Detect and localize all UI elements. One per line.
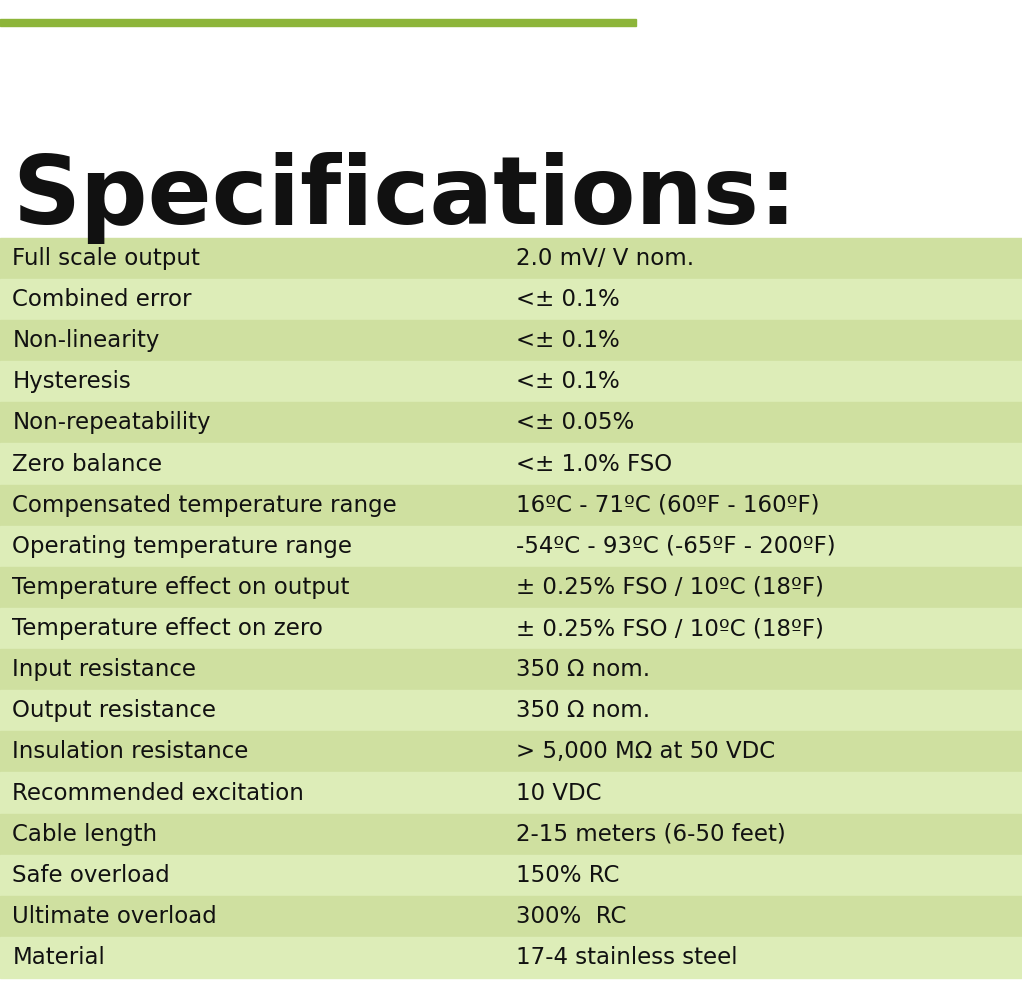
Text: Non-repeatability: Non-repeatability xyxy=(12,412,211,434)
Text: Non-linearity: Non-linearity xyxy=(12,329,159,352)
Bar xyxy=(0,361,1022,402)
Text: Insulation resistance: Insulation resistance xyxy=(12,740,248,764)
Text: Temperature effect on output: Temperature effect on output xyxy=(12,576,350,599)
Bar xyxy=(0,937,1022,978)
Text: 350 Ω nom.: 350 Ω nom. xyxy=(516,659,650,681)
Bar xyxy=(0,19,636,26)
Text: <± 0.05%: <± 0.05% xyxy=(516,412,635,434)
Bar xyxy=(0,896,1022,937)
Text: Full scale output: Full scale output xyxy=(12,247,200,270)
Text: Ultimate overload: Ultimate overload xyxy=(12,905,217,928)
Text: -54ºC - 93ºC (-65ºF - 200ºF): -54ºC - 93ºC (-65ºF - 200ºF) xyxy=(516,535,836,557)
Text: Material: Material xyxy=(12,946,105,969)
Text: Operating temperature range: Operating temperature range xyxy=(12,535,353,557)
Bar xyxy=(0,238,1022,279)
Text: Specifications:: Specifications: xyxy=(12,152,797,245)
Bar xyxy=(0,814,1022,854)
Text: ± 0.25% FSO / 10ºC (18ºF): ± 0.25% FSO / 10ºC (18ºF) xyxy=(516,617,824,640)
Bar xyxy=(0,402,1022,443)
Text: > 5,000 MΩ at 50 VDC: > 5,000 MΩ at 50 VDC xyxy=(516,740,776,764)
Text: 150% RC: 150% RC xyxy=(516,864,619,887)
Text: 17-4 stainless steel: 17-4 stainless steel xyxy=(516,946,738,969)
Text: Cable length: Cable length xyxy=(12,823,157,845)
Text: ± 0.25% FSO / 10ºC (18ºF): ± 0.25% FSO / 10ºC (18ºF) xyxy=(516,576,824,599)
Text: <± 1.0% FSO: <± 1.0% FSO xyxy=(516,452,672,476)
Text: Hysteresis: Hysteresis xyxy=(12,371,131,393)
Bar xyxy=(0,485,1022,526)
Text: Combined error: Combined error xyxy=(12,288,192,311)
Bar xyxy=(0,649,1022,690)
Bar xyxy=(0,607,1022,649)
Text: Compensated temperature range: Compensated temperature range xyxy=(12,493,397,517)
Text: Recommended excitation: Recommended excitation xyxy=(12,781,305,804)
Bar xyxy=(0,690,1022,731)
Text: <± 0.1%: <± 0.1% xyxy=(516,329,620,352)
Bar xyxy=(0,731,1022,773)
Text: Safe overload: Safe overload xyxy=(12,864,170,887)
Bar xyxy=(0,279,1022,320)
Text: <± 0.1%: <± 0.1% xyxy=(516,371,620,393)
Text: 2-15 meters (6-50 feet): 2-15 meters (6-50 feet) xyxy=(516,823,786,845)
Bar xyxy=(0,855,1022,896)
Bar xyxy=(0,320,1022,361)
Text: 350 Ω nom.: 350 Ω nom. xyxy=(516,699,650,723)
Bar xyxy=(0,526,1022,567)
Text: Temperature effect on zero: Temperature effect on zero xyxy=(12,617,323,640)
Text: Output resistance: Output resistance xyxy=(12,699,217,723)
Text: Zero balance: Zero balance xyxy=(12,452,162,476)
Text: 16ºC - 71ºC (60ºF - 160ºF): 16ºC - 71ºC (60ºF - 160ºF) xyxy=(516,493,820,517)
Text: 10 VDC: 10 VDC xyxy=(516,781,602,804)
Text: 2.0 mV/ V nom.: 2.0 mV/ V nom. xyxy=(516,247,694,270)
Bar xyxy=(0,443,1022,485)
Text: Input resistance: Input resistance xyxy=(12,659,196,681)
Text: <± 0.1%: <± 0.1% xyxy=(516,288,620,311)
Bar xyxy=(0,773,1022,814)
Bar xyxy=(0,567,1022,607)
Text: 300%  RC: 300% RC xyxy=(516,905,626,928)
